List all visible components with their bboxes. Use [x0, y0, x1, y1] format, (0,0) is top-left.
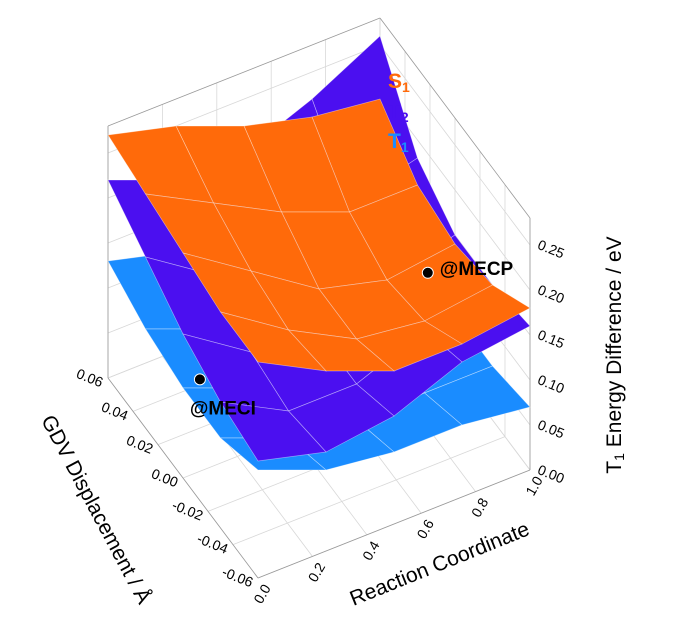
- z-title-sub: 1: [611, 453, 627, 461]
- z-tick-label: 0.10: [535, 371, 566, 396]
- surface-patch: [287, 329, 395, 372]
- surface-patch: [182, 252, 290, 331]
- legend-subscript: 1: [401, 139, 409, 155]
- surface-patch: [423, 365, 531, 426]
- annotation-point: [193, 373, 206, 386]
- surface-patch: [355, 320, 463, 372]
- annotation-label: @MECI: [190, 398, 256, 419]
- surface-patch: [287, 383, 395, 453]
- x-tick-label: 0.0: [250, 581, 274, 606]
- axis-line: [257, 469, 531, 579]
- legend-entry: T2: [388, 100, 409, 125]
- annotation-point: [421, 266, 434, 279]
- z-title-rest: Energy Difference / eV: [603, 236, 626, 453]
- z-tick-label: 0.20: [535, 281, 566, 306]
- z-tick-label: 0.05: [535, 416, 566, 441]
- surface-patch: [423, 284, 531, 345]
- floor-grid-line: [232, 436, 506, 546]
- x-tick-label: 0.6: [413, 516, 437, 541]
- axis-line: [107, 377, 259, 579]
- annotation-label: @MECP: [440, 259, 514, 280]
- surface-patch: [250, 270, 358, 340]
- surface-patch: [355, 392, 463, 453]
- z-tick-label: 0.25: [535, 236, 566, 261]
- z-title-main: T: [603, 461, 626, 474]
- legend-subscript: 2: [401, 109, 409, 125]
- wall-grid-line: [379, 44, 531, 246]
- x-tick-label: 0.8: [468, 495, 492, 520]
- surface-patch: [219, 401, 327, 462]
- legend-name: S: [388, 70, 402, 93]
- x-tick-label: 0.2: [305, 560, 329, 585]
- y-tick-label: 0.06: [74, 365, 105, 390]
- z-tick-label: 0.15: [535, 326, 566, 351]
- surface: [107, 98, 531, 372]
- legend-subscript: 1: [402, 79, 410, 95]
- legend-entry: S1: [388, 70, 410, 95]
- legend-name: T: [388, 130, 401, 153]
- z-axis-title: T1 Energy Difference / eV: [603, 236, 627, 473]
- legend-entry: T1: [388, 130, 409, 155]
- x-tick-label: 0.4: [359, 538, 383, 563]
- surface-patch: [219, 311, 327, 372]
- axis-line: [107, 17, 381, 127]
- legend-name: T: [388, 100, 401, 123]
- axis-line: [379, 17, 531, 219]
